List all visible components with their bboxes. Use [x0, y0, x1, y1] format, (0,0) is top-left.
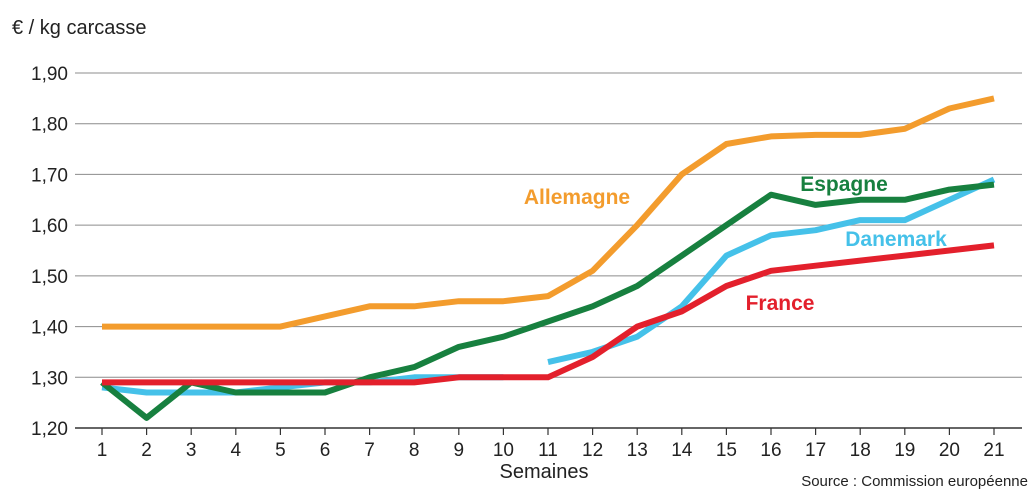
x-tick-label: 3 [186, 440, 197, 461]
x-tick-label: 19 [894, 440, 915, 461]
x-tick-label: 17 [805, 440, 826, 461]
x-tick-label: 6 [320, 440, 331, 461]
x-tick-label: 14 [671, 440, 693, 461]
y-tick-label: 1,30 [31, 368, 68, 389]
x-tick-label: 21 [983, 440, 1004, 461]
y-tick-label: 1,70 [31, 165, 68, 186]
series-line-allemagne [102, 95, 995, 330]
x-tick-label: 15 [716, 440, 737, 461]
series-line-danemark [547, 176, 996, 366]
x-tick-label: 5 [275, 440, 286, 461]
y-axis-title: € / kg carcasse [12, 17, 147, 39]
x-tick-label: 16 [760, 440, 781, 461]
x-tick-label: 8 [409, 440, 420, 461]
x-tick-label: 4 [231, 440, 242, 461]
y-tick-label: 1,50 [31, 267, 68, 288]
x-tick-label: 7 [364, 440, 375, 461]
series-label-danemark: Danemark [845, 228, 947, 251]
x-tick-label: 11 [538, 440, 558, 461]
x-tick-label: 12 [582, 440, 603, 461]
x-tick-label: 13 [627, 440, 648, 461]
series-label-espagne: Espagne [800, 173, 888, 196]
series-lines [100, 95, 996, 421]
y-tick-label: 1,60 [31, 216, 68, 237]
y-tick-labels: 1,20 1,30 1,40 1,50 1,60 1,70 1,80 1,90 [31, 64, 68, 440]
y-tick-label: 1,40 [31, 318, 68, 339]
y-tick-label: 1,90 [31, 64, 68, 85]
x-tick-label: 20 [939, 440, 960, 461]
y-tick-label: 1,20 [31, 419, 68, 440]
x-tick-label: 10 [493, 440, 514, 461]
x-tick-label: 2 [141, 440, 152, 461]
source-note: Source : Commission européenne [801, 473, 1028, 490]
x-tick-labels: 1 2 3 4 5 6 7 8 9 10 11 12 13 14 15 16 17 18 19 20 21 [97, 428, 1005, 461]
x-tick-label: 1 [97, 440, 108, 461]
series-label-allemagne: Allemagne [524, 186, 630, 209]
series-labels: Allemagne Espagne Danemark France [524, 173, 947, 315]
x-tick-label: 9 [454, 440, 465, 461]
x-axis-title: Semaines [500, 461, 589, 483]
y-tick-label: 1,80 [31, 115, 68, 136]
series-line-france [102, 242, 995, 386]
x-tick-label: 18 [850, 440, 871, 461]
series-line-espagne [100, 181, 995, 421]
series-label-france: France [746, 292, 815, 315]
